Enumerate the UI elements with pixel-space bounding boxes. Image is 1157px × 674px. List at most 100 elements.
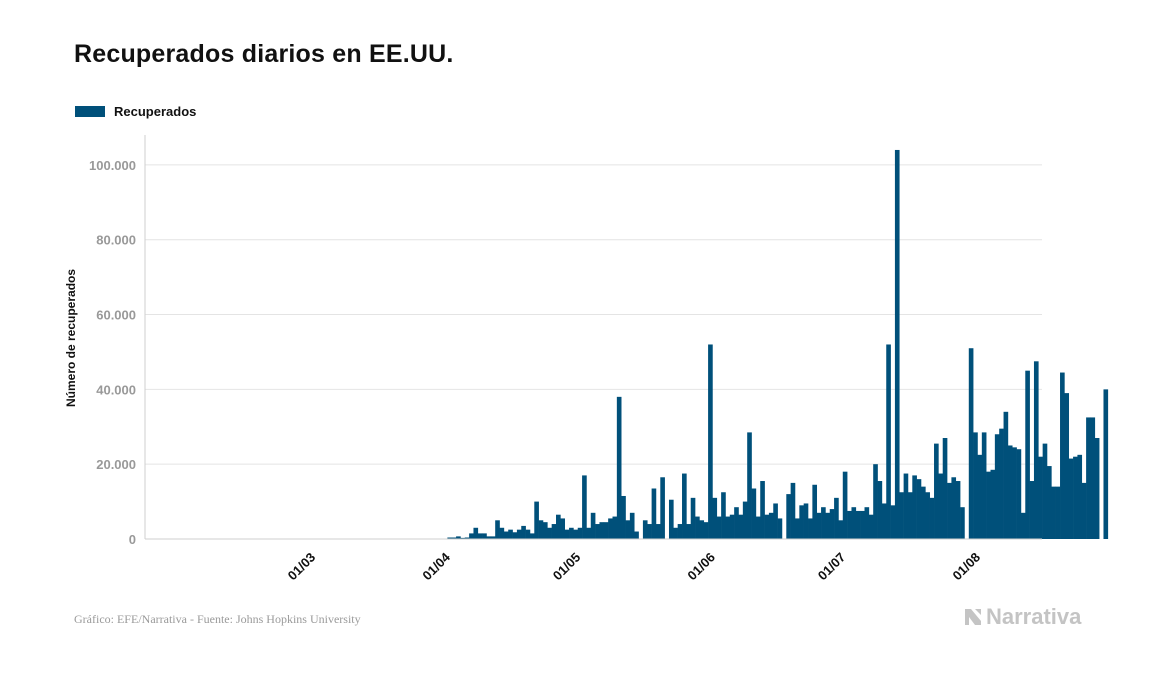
bars bbox=[438, 149, 1109, 540]
bar bbox=[755, 516, 761, 539]
bar bbox=[508, 529, 513, 539]
bar bbox=[973, 432, 978, 539]
bar bbox=[682, 473, 687, 539]
brand-logo: Narrativa bbox=[963, 604, 1081, 630]
bar bbox=[490, 536, 496, 539]
bar bbox=[768, 512, 774, 539]
bar bbox=[647, 524, 652, 539]
bar bbox=[1029, 481, 1035, 539]
bar bbox=[534, 501, 539, 539]
source-note: Gráfico: EFE/Narrativa - Fuente: Johns H… bbox=[74, 612, 361, 626]
bar bbox=[1016, 449, 1022, 539]
x-axis-ticks: 01/03 01/04 01/05 01/06 01/07 01/08 bbox=[285, 549, 983, 583]
bar bbox=[751, 488, 757, 539]
bar bbox=[886, 344, 891, 539]
bar bbox=[1012, 447, 1017, 539]
bar bbox=[890, 505, 896, 539]
bar bbox=[808, 518, 813, 539]
bar bbox=[1081, 482, 1087, 539]
y-tick-label: 80.000 bbox=[96, 233, 136, 248]
bar bbox=[690, 497, 696, 539]
bar bbox=[834, 497, 839, 539]
bar bbox=[760, 481, 765, 539]
bar bbox=[560, 518, 565, 539]
bar bbox=[786, 494, 791, 539]
bar bbox=[916, 479, 922, 539]
brand-name: Narrativa bbox=[986, 604, 1082, 629]
bar bbox=[686, 524, 692, 539]
bar bbox=[842, 471, 848, 539]
bar bbox=[469, 533, 474, 539]
y-axis-ticks: 0 20.000 40.000 60.000 80.000 100.000 bbox=[89, 158, 136, 547]
bar bbox=[955, 481, 961, 539]
bar bbox=[516, 529, 522, 539]
bar bbox=[942, 438, 948, 539]
chart-title: Recuperados diarios en EE.UU. bbox=[74, 40, 454, 68]
legend-label: Recuperados bbox=[114, 104, 197, 119]
y-tick-label: 20.000 bbox=[96, 457, 136, 472]
bar bbox=[1007, 445, 1013, 539]
bar bbox=[994, 434, 1000, 539]
bar bbox=[703, 522, 709, 539]
bar bbox=[1086, 417, 1091, 539]
bar bbox=[803, 503, 809, 539]
bar bbox=[486, 536, 492, 539]
bar bbox=[521, 525, 526, 539]
bar bbox=[851, 507, 857, 539]
bar bbox=[582, 475, 587, 539]
bar bbox=[794, 518, 800, 539]
bar bbox=[668, 499, 674, 539]
bar bbox=[821, 507, 826, 539]
bar bbox=[990, 469, 996, 539]
bar bbox=[742, 501, 748, 539]
bar bbox=[590, 512, 596, 539]
bar bbox=[538, 520, 544, 539]
bar bbox=[738, 514, 744, 539]
bar bbox=[903, 473, 909, 539]
bar bbox=[460, 537, 466, 539]
bar bbox=[1020, 512, 1026, 539]
bar bbox=[595, 524, 600, 539]
bar bbox=[629, 512, 635, 539]
bar bbox=[1060, 372, 1065, 539]
bar bbox=[729, 514, 735, 539]
bar bbox=[542, 522, 548, 539]
bar bbox=[603, 522, 609, 539]
bar bbox=[642, 520, 648, 539]
bar bbox=[621, 495, 626, 539]
bar bbox=[503, 531, 509, 539]
bar bbox=[812, 484, 818, 539]
bar bbox=[838, 520, 844, 539]
bar bbox=[525, 529, 531, 539]
bar bbox=[799, 505, 804, 539]
bar bbox=[986, 471, 991, 539]
bar bbox=[847, 510, 852, 539]
bar bbox=[929, 497, 935, 539]
bar bbox=[551, 524, 557, 539]
y-tick-label: 0 bbox=[129, 532, 136, 547]
bar bbox=[873, 464, 878, 539]
bar bbox=[1042, 443, 1048, 539]
legend: Recuperados bbox=[75, 104, 196, 119]
bar bbox=[1003, 411, 1009, 539]
bar bbox=[573, 529, 579, 539]
bar bbox=[651, 488, 657, 539]
bar bbox=[825, 512, 831, 539]
x-tick-label: 01/05 bbox=[550, 550, 584, 584]
bar bbox=[512, 532, 518, 539]
bar bbox=[864, 507, 870, 539]
bar bbox=[473, 527, 479, 539]
bar bbox=[1077, 454, 1083, 539]
x-tick-label: 01/04 bbox=[419, 549, 453, 583]
bar bbox=[907, 492, 913, 539]
bar bbox=[947, 482, 952, 539]
bar bbox=[495, 520, 500, 539]
bar bbox=[981, 432, 987, 539]
bar bbox=[1051, 486, 1056, 539]
bar bbox=[925, 492, 930, 539]
bar bbox=[921, 486, 926, 539]
bar bbox=[855, 510, 861, 539]
bar bbox=[599, 522, 605, 539]
bar bbox=[608, 518, 613, 539]
bar bbox=[899, 492, 904, 539]
